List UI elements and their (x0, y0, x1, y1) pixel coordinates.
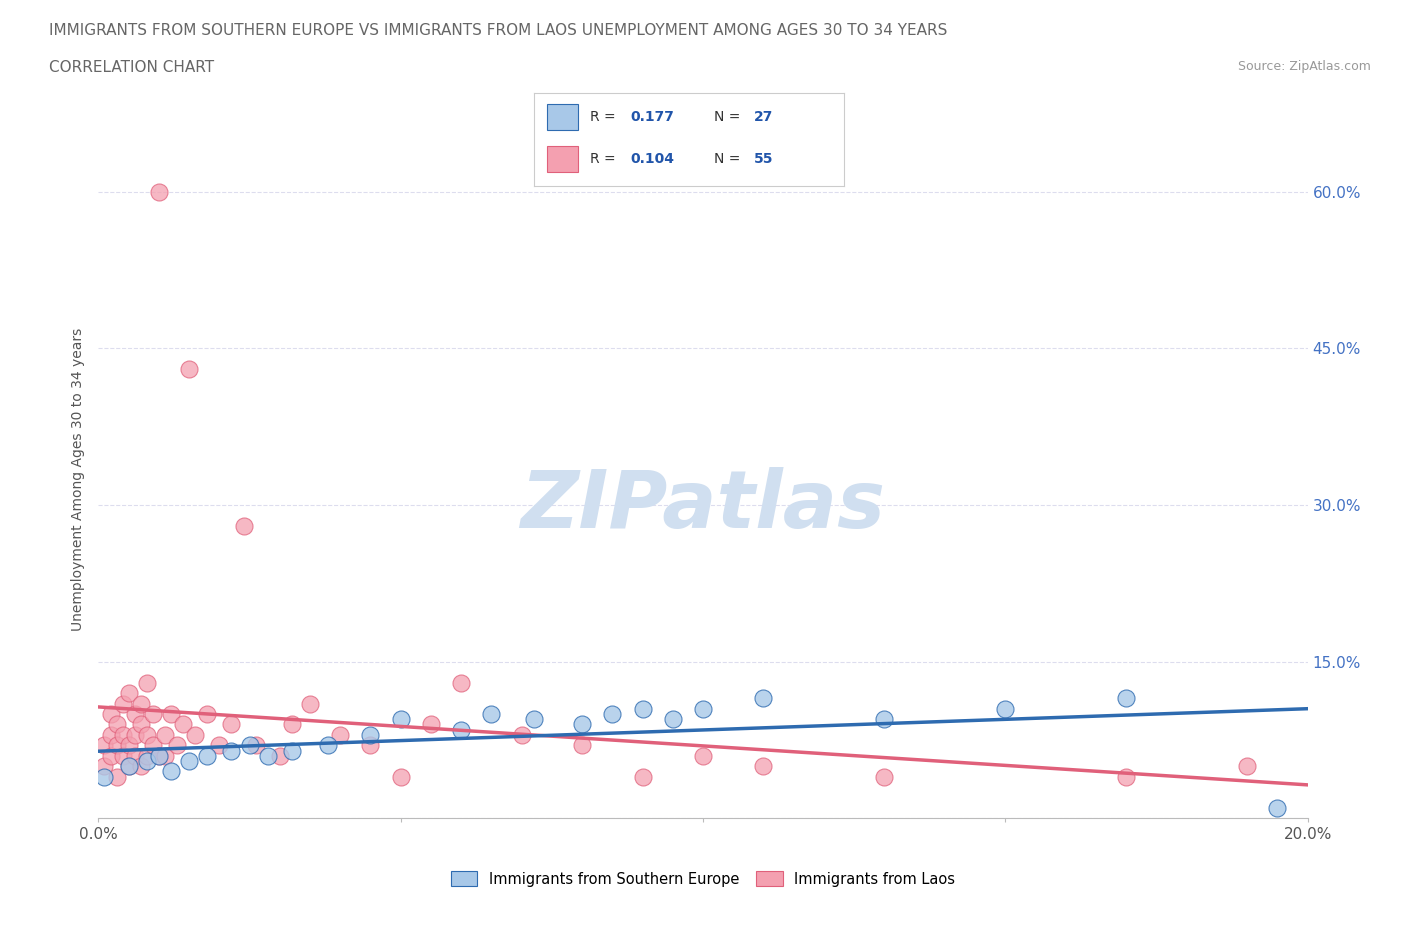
Point (179, 753, 201, 768)
Point (752, 691, 775, 706)
Point (208, 737, 231, 752)
Point (135, 675, 157, 690)
Bar (547, 104, 578, 130)
Point (118, 759, 141, 774)
Text: R =: R = (591, 110, 620, 125)
Point (873, 769, 896, 784)
Point (602, 707, 624, 722)
Point (142, 707, 165, 722)
Point (299, 696, 322, 711)
Text: 55: 55 (754, 152, 773, 166)
Text: 0.177: 0.177 (630, 110, 673, 125)
Point (129, 759, 152, 774)
Point (129, 696, 152, 711)
Point (631, 701, 654, 716)
Point (269, 749, 291, 764)
Point (281, 743, 304, 758)
Point (1236, 759, 1258, 774)
Point (360, 727, 382, 742)
Text: 27: 27 (754, 110, 773, 125)
Point (100, 749, 122, 764)
Point (142, 737, 165, 752)
Point (111, 696, 134, 711)
Text: IMMIGRANTS FROM SOUTHERN EUROPE VS IMMIGRANTS FROM LAOS UNEMPLOYMENT AMONG AGES : IMMIGRANTS FROM SOUTHERN EUROPE VS IMMIG… (49, 23, 948, 38)
Text: Source: ZipAtlas.com: Source: ZipAtlas.com (1237, 60, 1371, 73)
Point (360, 737, 382, 752)
Point (281, 717, 304, 732)
Point (692, 701, 714, 716)
Point (195, 707, 218, 722)
Point (389, 769, 412, 784)
Point (239, 737, 262, 752)
Point (172, 717, 194, 732)
Point (195, 749, 218, 764)
Point (389, 711, 412, 726)
Point (329, 727, 352, 742)
Point (232, 519, 254, 534)
Point (148, 749, 170, 764)
Point (1267, 801, 1289, 816)
Point (100, 707, 122, 722)
Point (93, 737, 115, 752)
Text: CORRELATION CHART: CORRELATION CHART (49, 60, 214, 75)
Point (450, 675, 472, 690)
Text: 0.104: 0.104 (630, 152, 673, 166)
Point (179, 362, 201, 377)
Point (124, 727, 146, 742)
Point (118, 759, 141, 774)
Point (129, 717, 152, 732)
Point (118, 685, 141, 700)
Point (752, 759, 775, 774)
Point (124, 749, 146, 764)
Point (523, 711, 546, 726)
Point (135, 753, 157, 768)
Point (1115, 691, 1137, 706)
Point (111, 749, 134, 764)
Point (631, 769, 654, 784)
Point (221, 743, 243, 758)
Point (510, 727, 533, 742)
Point (1115, 769, 1137, 784)
Point (135, 727, 157, 742)
Point (256, 749, 278, 764)
Point (105, 769, 128, 784)
Point (93, 759, 115, 774)
Text: R =: R = (591, 152, 620, 166)
Point (153, 727, 176, 742)
Point (692, 749, 714, 764)
Legend: Immigrants from Southern Europe, Immigrants from Laos: Immigrants from Southern Europe, Immigra… (444, 866, 962, 893)
Y-axis label: Unemployment Among Ages 30 to 34 years: Unemployment Among Ages 30 to 34 years (72, 327, 86, 631)
Point (662, 711, 685, 726)
Point (994, 701, 1017, 716)
Point (316, 737, 339, 752)
Point (184, 727, 207, 742)
Point (153, 749, 176, 764)
Point (481, 707, 503, 722)
Point (160, 764, 183, 778)
Point (93, 769, 115, 784)
Point (100, 727, 122, 742)
Bar (547, 146, 578, 172)
Point (105, 717, 128, 732)
Point (124, 707, 146, 722)
Point (160, 707, 183, 722)
Point (118, 737, 141, 752)
Point (148, 184, 170, 199)
Point (245, 737, 267, 752)
Point (148, 749, 170, 764)
Point (221, 717, 243, 732)
Text: N =: N = (714, 152, 744, 166)
Text: ZIPatlas: ZIPatlas (520, 467, 886, 545)
Point (873, 711, 896, 726)
Text: N =: N = (714, 110, 744, 125)
Point (571, 717, 593, 732)
Point (571, 737, 593, 752)
Point (135, 749, 157, 764)
Point (450, 723, 472, 737)
Point (111, 727, 134, 742)
Point (420, 717, 443, 732)
Point (166, 737, 188, 752)
Point (105, 737, 128, 752)
